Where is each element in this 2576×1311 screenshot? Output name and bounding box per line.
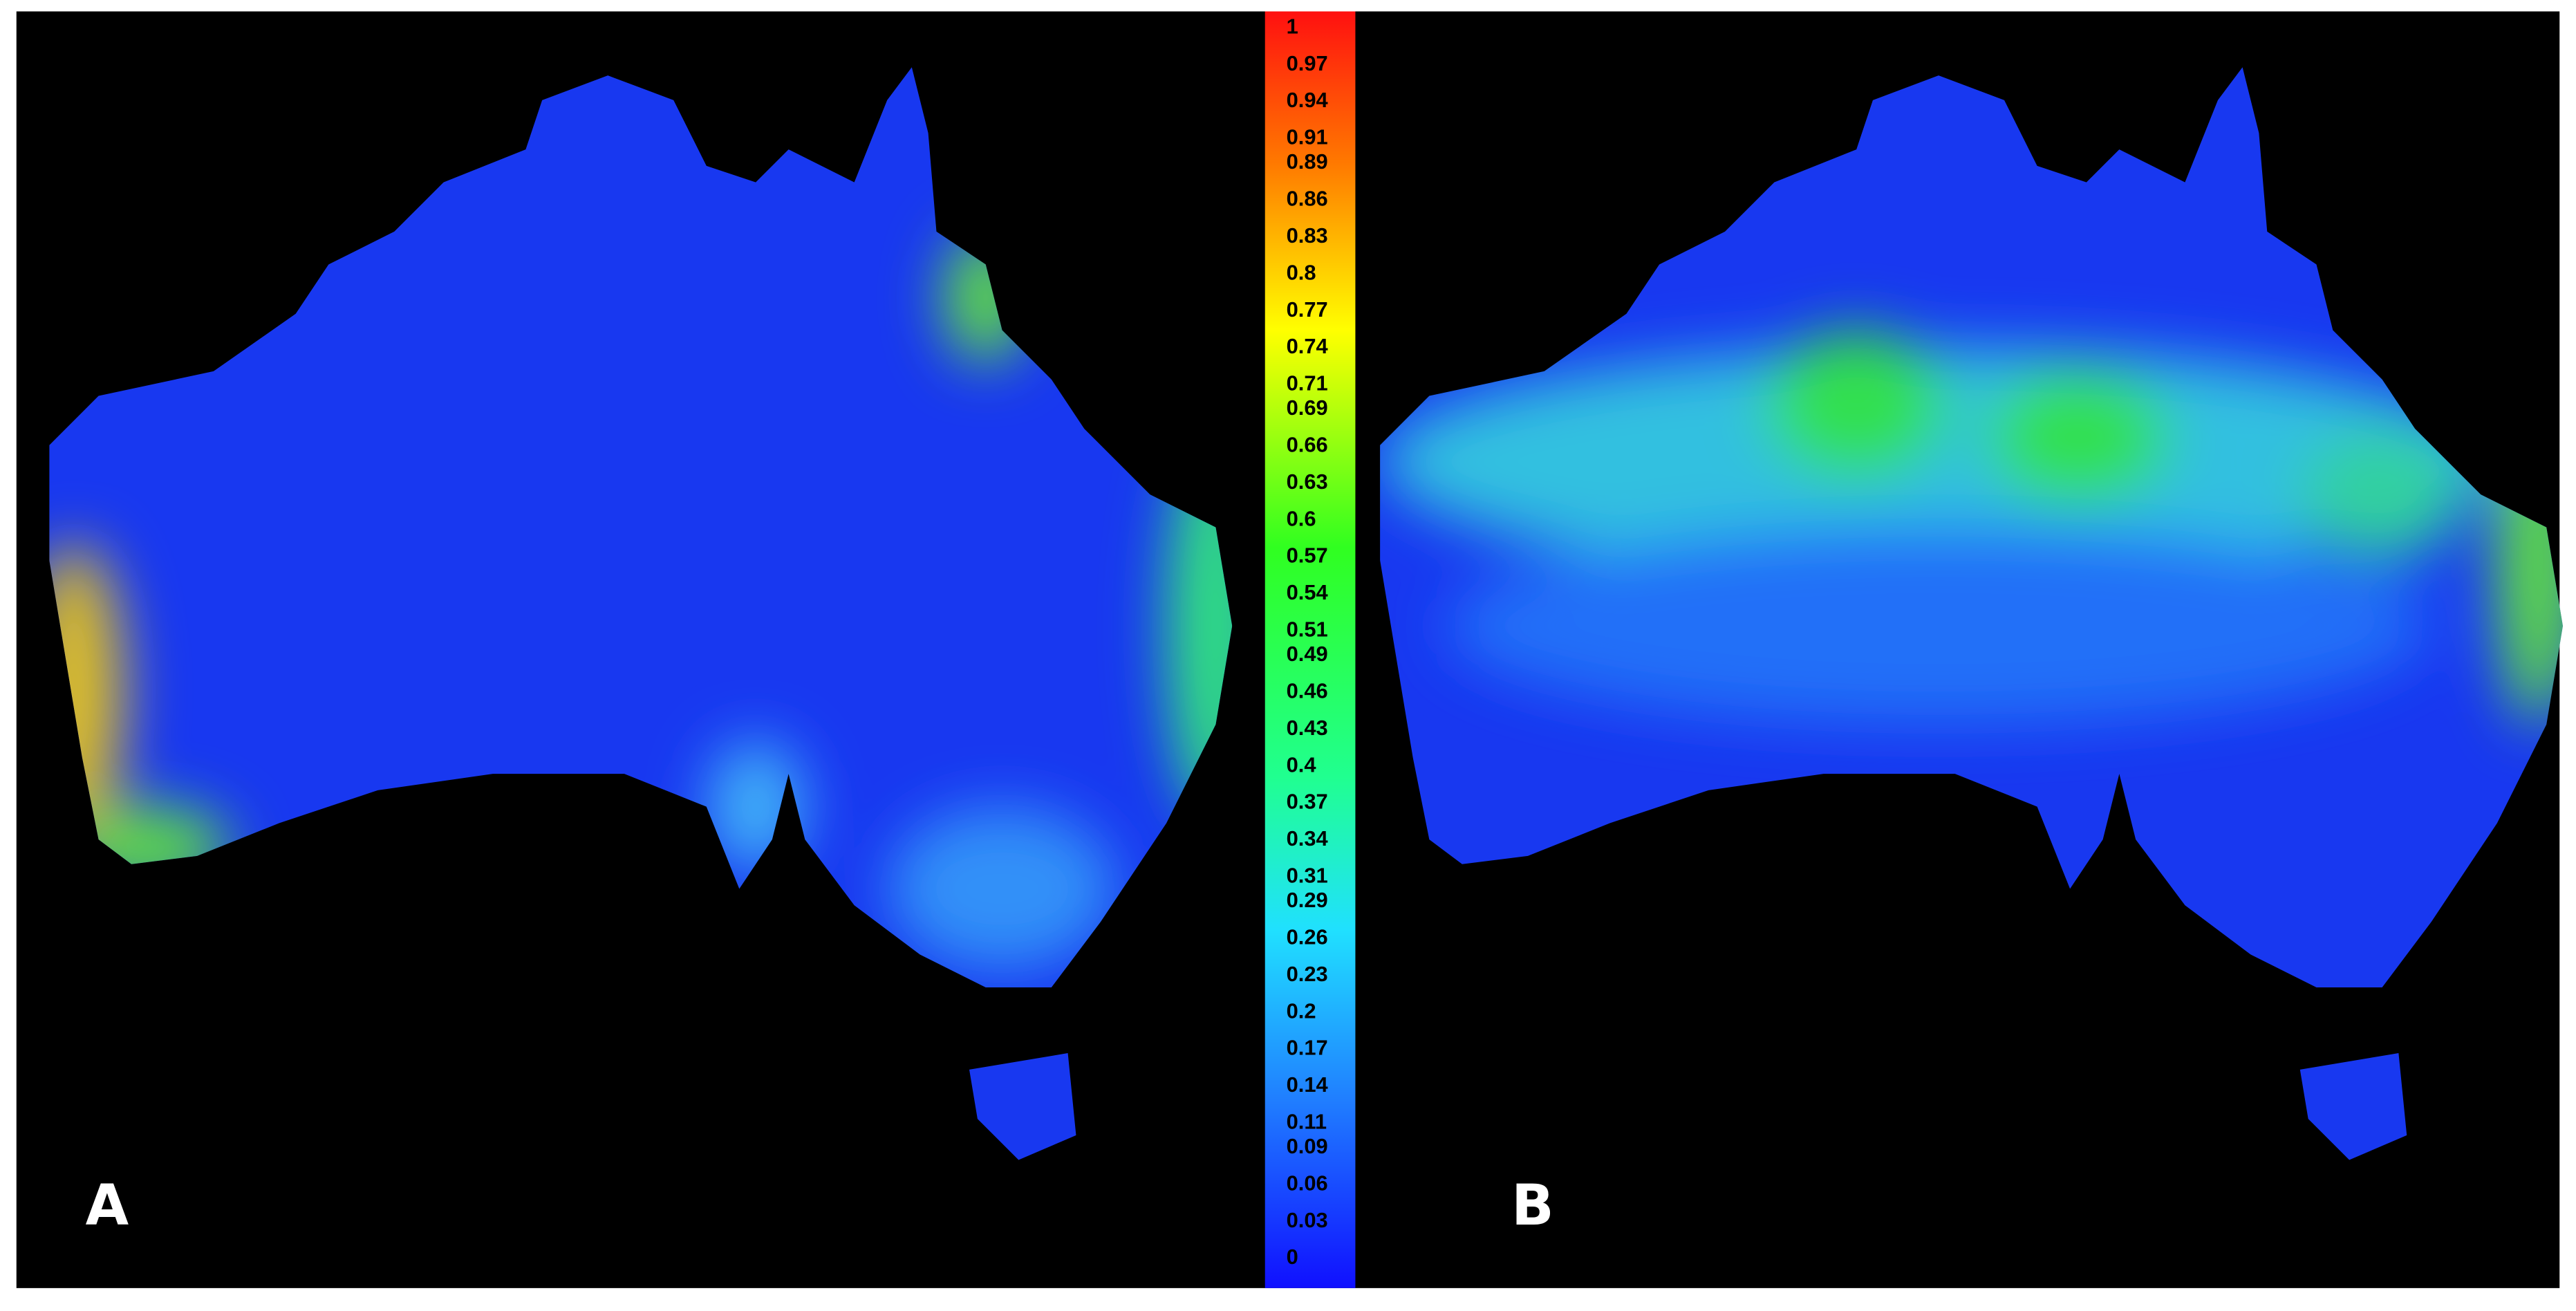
colorbar-tick-label: 0.17: [1287, 1036, 1328, 1060]
colorbar-tick-label: 0.51: [1287, 617, 1328, 642]
colorbar-tick-label: 0: [1287, 1245, 1298, 1269]
colorbar-tick-label: 0.11: [1287, 1109, 1327, 1133]
colorbar-tick-label: 0.77: [1287, 297, 1328, 322]
colorbar-tick-label: 0.74: [1287, 334, 1328, 358]
colorbar-tick-label: 0.89: [1287, 149, 1328, 174]
colorbar-tick-label: 0.69: [1287, 396, 1328, 420]
colorbar-tick-label: 0.63: [1287, 469, 1328, 494]
colorbar-tick-label: 0.03: [1287, 1208, 1328, 1232]
colorbar-tick-label: 0.37: [1287, 790, 1328, 814]
colorbar-tick-label: 0.34: [1287, 826, 1328, 850]
colorbar-tick-label: 0.6: [1287, 506, 1316, 530]
panel-label: B: [1511, 1173, 1554, 1238]
colorbar-tick-label: 0.57: [1287, 543, 1328, 568]
colorbar-tick-label: 0.29: [1287, 888, 1328, 912]
colorbar-tick-label: 0.54: [1287, 580, 1328, 604]
colorbar-tick-label: 0.4: [1287, 752, 1316, 777]
colorbar-tick-label: 0.83: [1287, 223, 1328, 248]
colorbar-tick-label: 0.31: [1287, 864, 1328, 888]
colorbar-tick-label: 0.49: [1287, 642, 1328, 666]
colorbar: [1264, 11, 1356, 1288]
colorbar-tick-label: 0.06: [1287, 1171, 1328, 1195]
colorbar-tick-label: 0.8: [1287, 260, 1316, 284]
panel-label: A: [86, 1173, 129, 1238]
colorbar-tick-label: 0.71: [1287, 371, 1328, 396]
colorbar-tick-label: 0.2: [1287, 998, 1316, 1023]
colorbar-tick-label: 0.46: [1287, 679, 1328, 703]
colorbar-tick-label: 0.09: [1287, 1134, 1328, 1158]
colorbar-tick-label: 0.66: [1287, 433, 1328, 457]
colorbar-tick-label: 0.94: [1287, 88, 1328, 112]
colorbar-tick-label: 0.43: [1287, 716, 1328, 740]
colorbar-tick-label: 0.91: [1287, 125, 1328, 149]
colorbar-tick-label: 0.14: [1287, 1072, 1328, 1097]
colorbar-tick-label: 0.86: [1287, 187, 1328, 211]
colorbar-tick-label: 0.23: [1287, 962, 1328, 986]
colorbar-tick-label: 1: [1287, 14, 1298, 38]
colorbar-tick-label: 0.26: [1287, 924, 1328, 949]
colorbar-tick-label: 0.97: [1287, 51, 1328, 75]
